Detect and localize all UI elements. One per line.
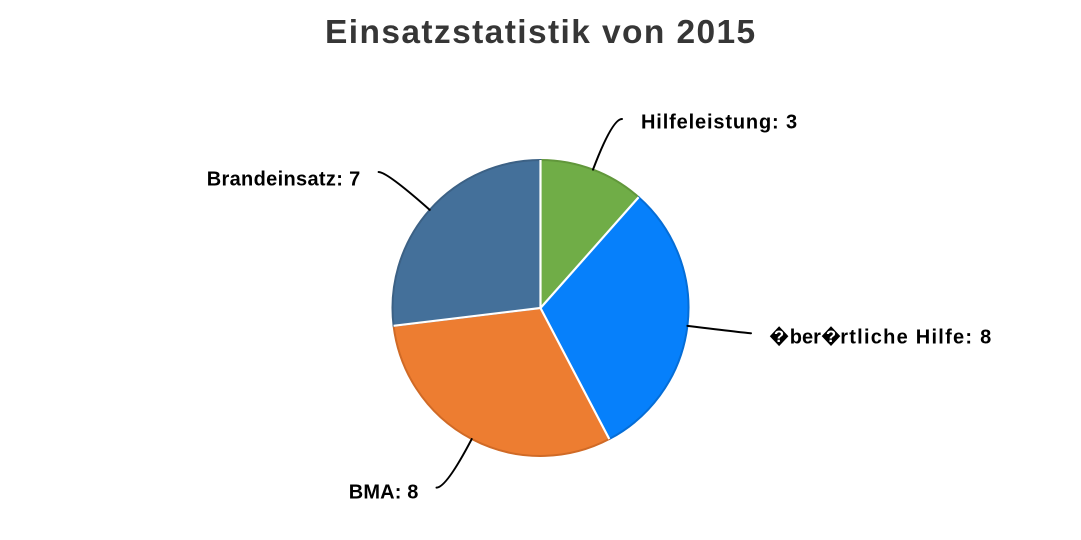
svg-text:BMA: 8: BMA: 8 xyxy=(349,482,419,504)
svg-text:Brandeinsatz: 7: Brandeinsatz: 7 xyxy=(207,168,361,190)
svg-text:ber: ber xyxy=(790,327,821,349)
svg-text:Hilfeleistung: 3: Hilfeleistung: 3 xyxy=(641,111,798,133)
svg-text:rtliche Hilfe: 8: rtliche Hilfe: 8 xyxy=(840,327,992,349)
svg-text:Einsatzstatistik von 2015: Einsatzstatistik von 2015 xyxy=(325,14,757,51)
svg-text:?: ? xyxy=(774,328,784,346)
svg-text:?: ? xyxy=(826,328,836,346)
